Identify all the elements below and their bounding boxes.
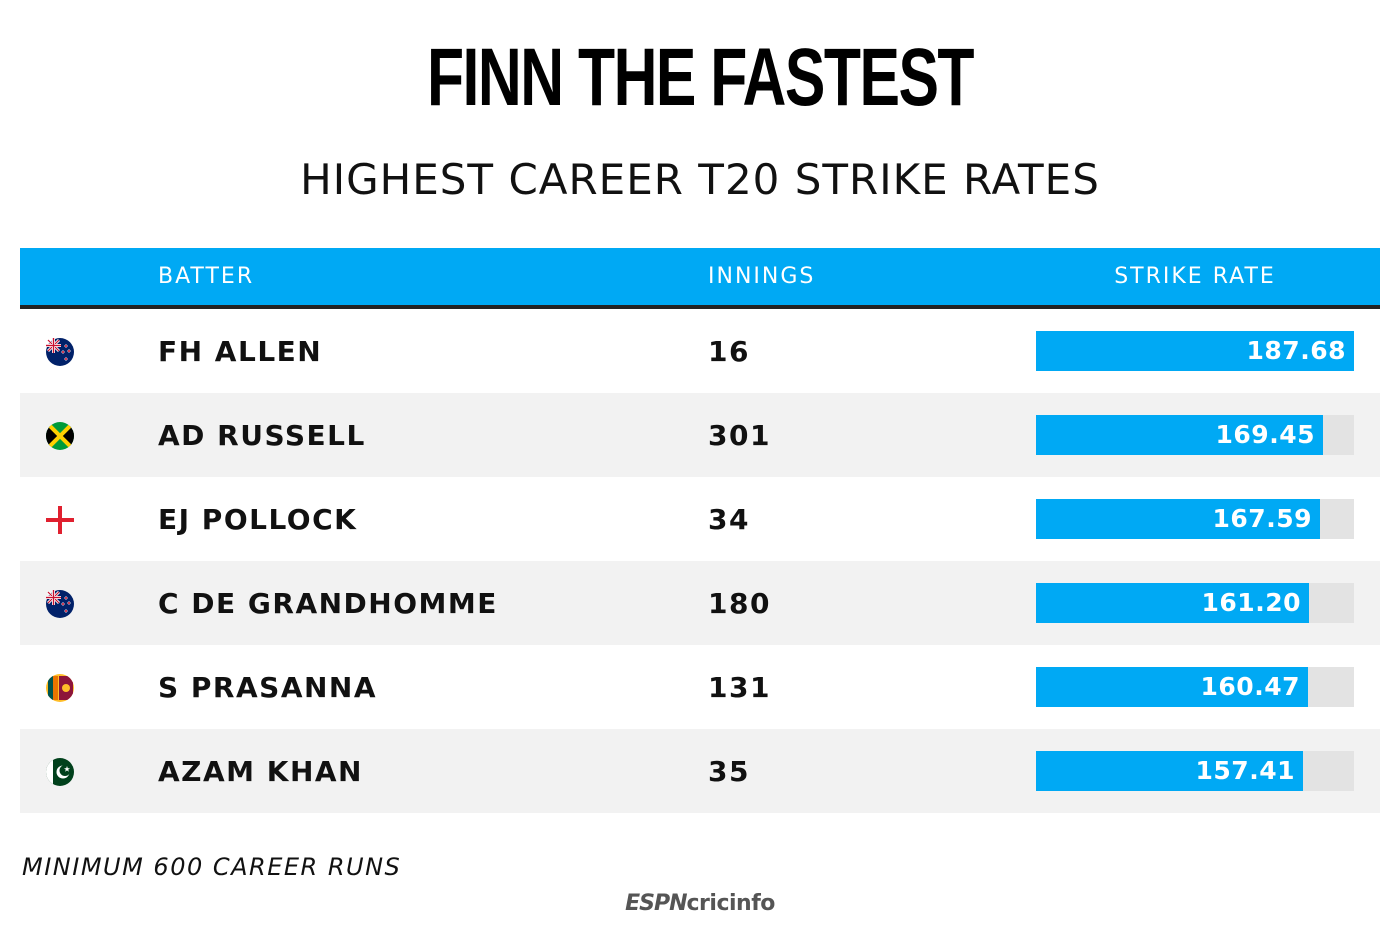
strike-rate-bar-track: 161.20 <box>1036 583 1354 623</box>
strike-rate-bar-track: 167.59 <box>1036 499 1354 539</box>
strike-rate-bar-track: 160.47 <box>1036 667 1354 707</box>
strike-rate-bar: 160.47 <box>1036 667 1308 707</box>
logo-espn: ESPN <box>625 891 687 916</box>
pakistan-flag-icon <box>46 758 74 786</box>
header-batter: BATTER <box>158 264 255 289</box>
chart-subtitle: HIGHEST CAREER T20 STRIKE RATES <box>300 155 1100 204</box>
batter-name: EJ POLLOCK <box>158 503 358 536</box>
strike-rate-bar-track: 157.41 <box>1036 751 1354 791</box>
chart-title: FINN THE FASTEST <box>426 32 975 123</box>
innings-count: 34 <box>708 503 750 536</box>
new-zealand-flag-icon <box>46 338 74 366</box>
strike-rate-bar: 161.20 <box>1036 583 1309 623</box>
footnote: MINIMUM 600 CAREER RUNS <box>22 853 402 881</box>
strike-rate-bar: 167.59 <box>1036 499 1320 539</box>
batter-name: S PRASANNA <box>158 671 378 704</box>
header-innings: INNINGS <box>708 264 816 289</box>
innings-count: 16 <box>708 335 750 368</box>
innings-count: 131 <box>708 671 771 704</box>
jamaica-flag-icon <box>46 422 74 450</box>
table-row: EJ POLLOCK 34 167.59 <box>20 477 1380 561</box>
new-zealand-flag-icon <box>46 590 74 618</box>
strike-rate-bar-track: 187.68 <box>1036 331 1354 371</box>
table-row: FH ALLEN 16 187.68 <box>20 309 1380 393</box>
strike-rate-bar: 187.68 <box>1036 331 1354 371</box>
sri-lanka-flag-icon <box>46 674 74 702</box>
innings-count: 301 <box>708 419 771 452</box>
strike-rate-bar-track: 169.45 <box>1036 415 1354 455</box>
batter-name: AD RUSSELL <box>158 419 366 452</box>
england-flag-icon <box>46 506 74 534</box>
innings-count: 180 <box>708 587 771 620</box>
innings-count: 35 <box>708 755 750 788</box>
table-row: AD RUSSELL 301 169.45 <box>20 393 1380 477</box>
strike-rate-table: BATTER INNINGS STRIKE RATE FH ALLEN 16 187… <box>20 248 1380 813</box>
strike-rate-value: 160.47 <box>1200 672 1300 701</box>
strike-rate-bar: 157.41 <box>1036 751 1303 791</box>
batter-name: FH ALLEN <box>158 335 323 368</box>
espncricinfo-logo: ESPNcricinfo <box>0 890 1400 918</box>
logo-cricinfo: cricinfo <box>686 891 776 916</box>
strike-rate-value: 167.59 <box>1212 504 1312 533</box>
batter-name: C DE GRANDHOMME <box>158 587 498 620</box>
table-row: AZAM KHAN 35 157.41 <box>20 729 1380 813</box>
batter-name: AZAM KHAN <box>158 755 363 788</box>
table-row: S PRASANNA 131 160.47 <box>20 645 1380 729</box>
header-strike-rate: STRIKE RATE <box>1114 264 1276 289</box>
strike-rate-bar: 169.45 <box>1036 415 1323 455</box>
table-header: BATTER INNINGS STRIKE RATE <box>20 248 1380 309</box>
table-row: C DE GRANDHOMME 180 161.20 <box>20 561 1380 645</box>
table-body: FH ALLEN 16 187.68 AD RUSSELL 301 169.45 EJ PO… <box>20 309 1380 813</box>
strike-rate-value: 187.68 <box>1246 336 1346 365</box>
strike-rate-value: 161.20 <box>1201 588 1301 617</box>
strike-rate-value: 169.45 <box>1215 420 1315 449</box>
strike-rate-value: 157.41 <box>1195 756 1295 785</box>
